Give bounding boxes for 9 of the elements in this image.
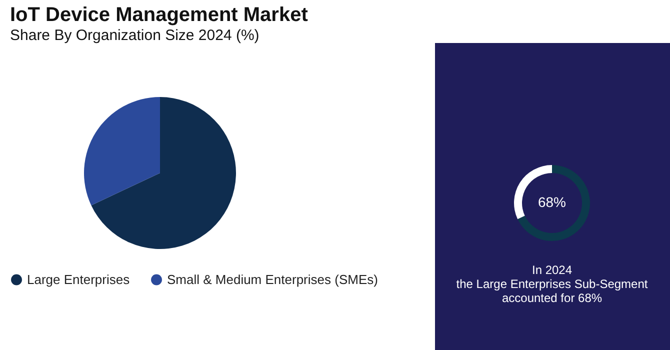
pie-slice — [84, 97, 160, 206]
legend-label: Large Enterprises — [27, 272, 130, 287]
pie-slice — [91, 97, 236, 249]
chart-title: IoT Device Management Market — [10, 4, 308, 26]
donut-slice — [518, 165, 590, 241]
text: In 2024 the Large Enterprises Sub-Segment accounted for 68% — [456, 263, 648, 305]
legend-label: Small & Medium Enterprises (SMEs) — [167, 272, 378, 287]
chart-subtitle: Share By Organization Size 2024 (%) — [10, 27, 260, 44]
text: 68% — [538, 194, 566, 210]
